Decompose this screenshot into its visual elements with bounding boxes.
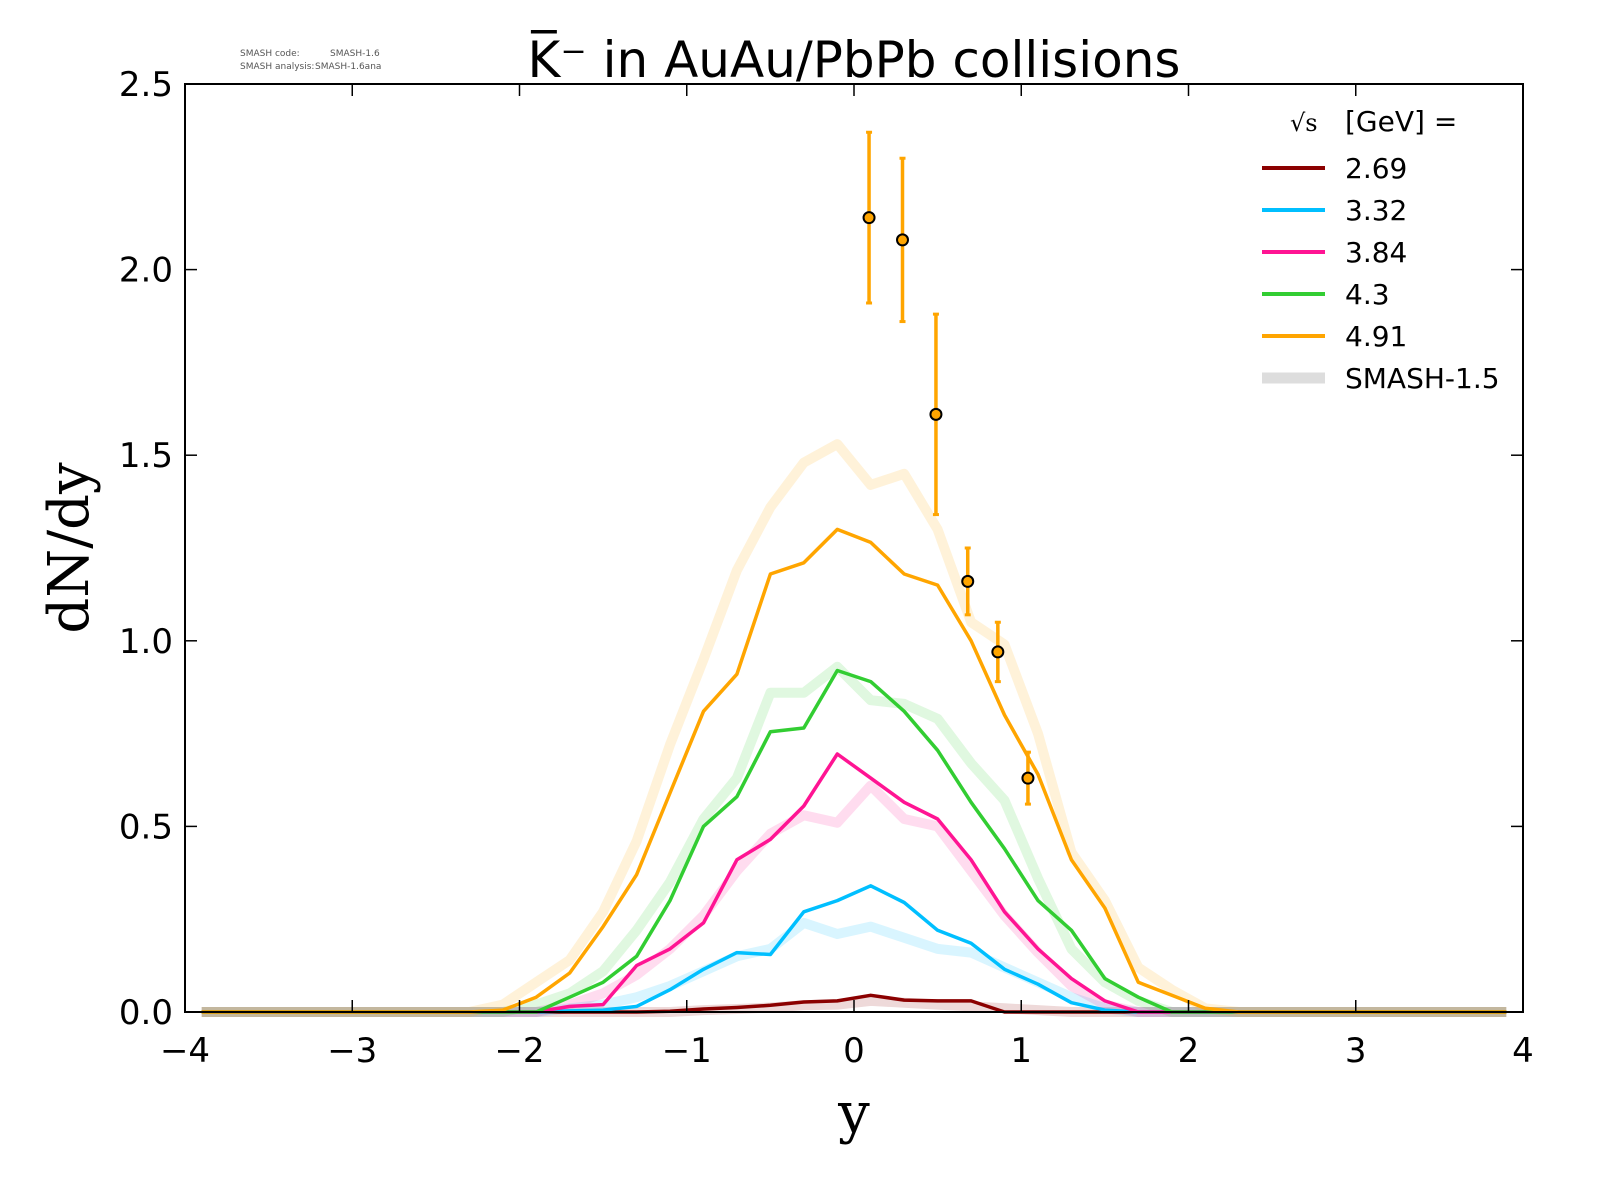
metadata-block: SMASH code: SMASH-1.6 SMASH analysis: SM… [240, 49, 381, 72]
series-line-3.32 [201, 884, 1507, 1014]
x-tick-label: −4 [160, 1031, 210, 1071]
x-tick-label: 2 [1178, 1031, 1200, 1071]
legend-label-2.69: 2.69 [1345, 152, 1407, 185]
meta-analysis-label: SMASH analysis: [240, 62, 314, 72]
y-tick-label: 2.0 [119, 251, 173, 291]
series-line-4.91 [201, 527, 1507, 1014]
data-point [991, 645, 1005, 659]
legend-label-reference: SMASH-1.5 [1345, 362, 1500, 395]
x-axis-ticks: −4 −3 −2 −1 0 1 2 3 4 [160, 84, 1534, 1071]
data-point [1021, 771, 1035, 785]
legend-title-unit: [GeV] = [1345, 105, 1457, 138]
y-tick-label: 1.0 [119, 622, 173, 662]
series-line-3.84 [201, 752, 1507, 1014]
legend-label-4.91: 4.91 [1345, 320, 1407, 353]
y-tick-label: 1.5 [119, 436, 173, 476]
x-tick-label: 4 [1512, 1031, 1534, 1071]
y-axis-label: dN/dy [37, 462, 102, 634]
y-tick-label: 2.5 [119, 65, 173, 105]
y-tick-label: 0.0 [119, 993, 173, 1033]
meta-code-value: SMASH-1.6 [330, 49, 380, 59]
reference-line-2 [201, 780, 1507, 1017]
x-tick-label: 0 [843, 1031, 865, 1071]
data-point [961, 574, 975, 588]
meta-code-label: SMASH code: [240, 49, 300, 59]
plot-frame [184, 83, 1524, 1013]
data-point [896, 233, 910, 247]
reference-line-1 [201, 917, 1507, 1017]
series-curves [201, 527, 1507, 1014]
x-tick-label: 3 [1345, 1031, 1367, 1071]
x-tick-label: −3 [327, 1031, 377, 1071]
series-line-4.3 [201, 668, 1507, 1014]
x-tick-label: −2 [494, 1031, 544, 1071]
data-point [862, 211, 876, 225]
legend: √s [GeV] = 2.69 3.32 3.84 4.3 4.91 SMASH-1.5 [1262, 105, 1500, 395]
legend-label-3.32: 3.32 [1345, 194, 1407, 227]
legend-label-4.3: 4.3 [1345, 278, 1390, 311]
experimental-points [862, 130, 1035, 806]
y-axis-ticks: 0.0 0.5 1.0 1.5 2.0 2.5 [119, 65, 1523, 1033]
reference-line-3 [201, 661, 1507, 1017]
reference-curves [201, 439, 1507, 1017]
x-axis-label: y [837, 1081, 870, 1146]
y-tick-label: 0.5 [119, 807, 173, 847]
meta-analysis-value: SMASH-1.6ana [315, 62, 381, 72]
legend-label-3.84: 3.84 [1345, 236, 1407, 269]
reference-line-4 [201, 439, 1507, 1017]
x-tick-label: 1 [1010, 1031, 1032, 1071]
legend-title-root: √s [1290, 109, 1318, 137]
data-point [929, 407, 943, 421]
chart-title: K̅⁻ in AuAu/PbPb collisions [528, 30, 1181, 89]
x-tick-label: −1 [662, 1031, 712, 1071]
